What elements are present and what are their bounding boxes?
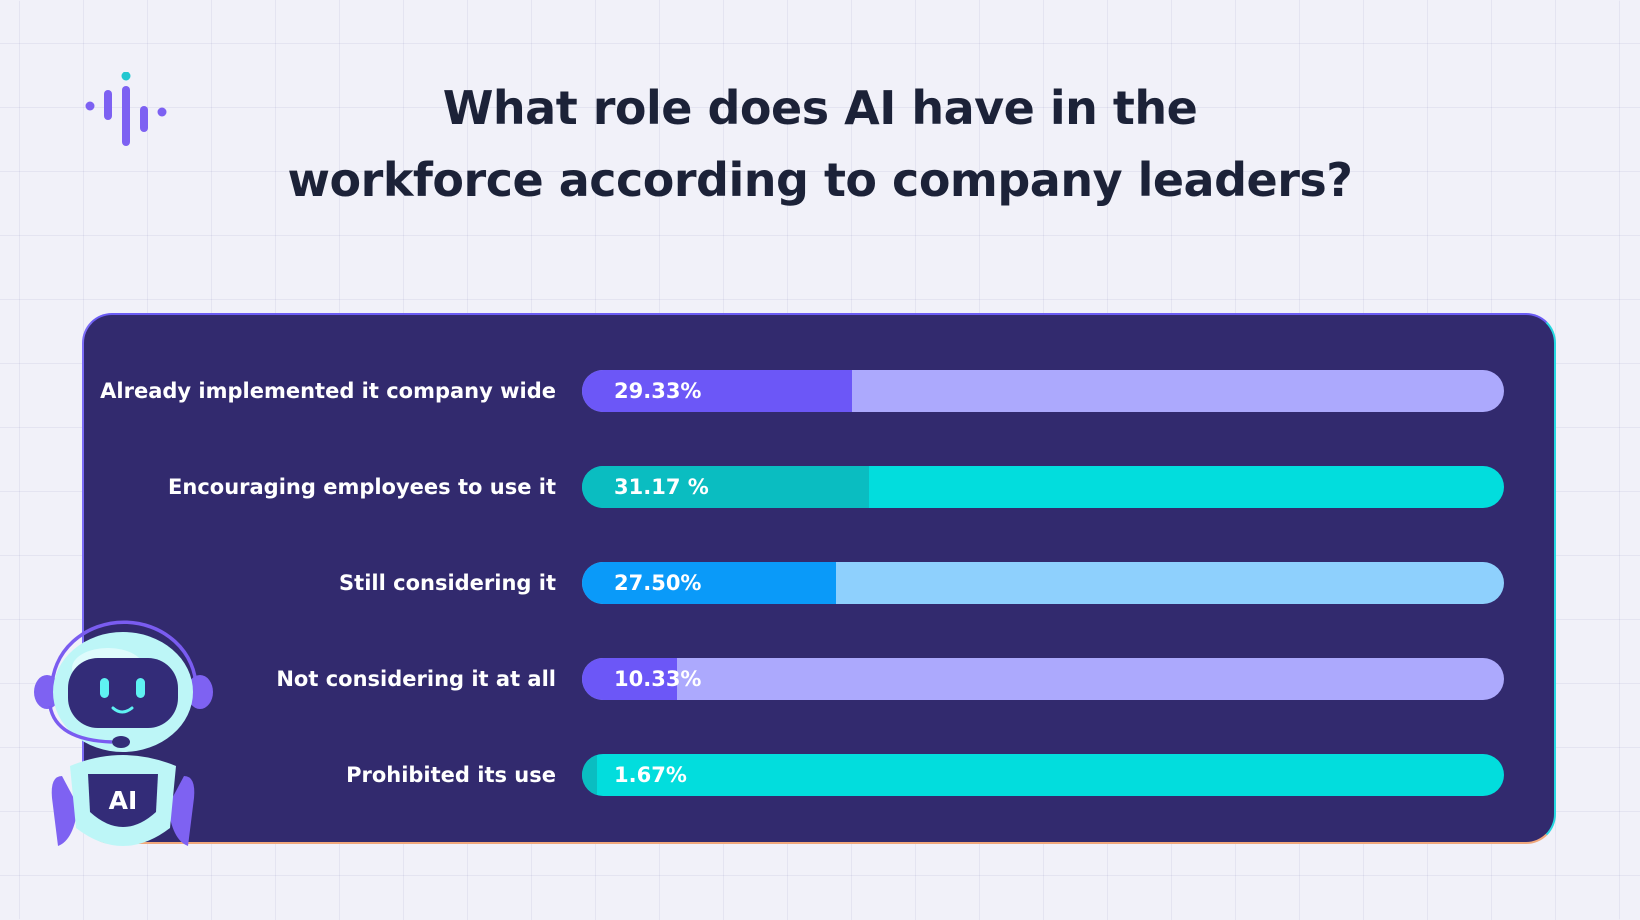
bar-row: Encouraging employees to use it 31.17 % <box>84 466 1558 508</box>
bar-track: 29.33% <box>582 370 1504 412</box>
bar-category-label: Still considering it <box>339 571 556 595</box>
bar-fill <box>582 466 870 508</box>
bar-value-label: 29.33% <box>614 379 702 403</box>
bar-track: 27.50% <box>582 562 1504 604</box>
chart-title-line-1: What role does AI have in the <box>442 81 1198 135</box>
bar-fill <box>582 754 598 796</box>
bar-fill <box>582 370 853 412</box>
sound-wave-logo-icon <box>85 72 167 146</box>
bar-category-label: Encouraging employees to use it <box>168 475 556 499</box>
bar-track: 31.17 % <box>582 466 1504 508</box>
bar-row: Already implemented it company wide 29.33… <box>84 370 1558 412</box>
bar-category-label: Already implemented it company wide <box>100 379 556 403</box>
bar-category-label: Prohibited its use <box>346 763 556 787</box>
bar-track: 10.33% <box>582 658 1504 700</box>
bar-category-label: Not considering it at all <box>276 667 556 691</box>
bar-row: Prohibited its use 1.67% <box>84 754 1558 796</box>
chart-title: What role does AI have in the workforce … <box>260 72 1380 216</box>
bar-value-label: 31.17 % <box>614 475 709 499</box>
bar-fill <box>582 562 836 604</box>
bar-row: Not considering it at all 10.33% <box>84 658 1558 700</box>
bar-value-label: 1.67% <box>614 763 687 787</box>
bar-track: 1.67% <box>582 754 1504 796</box>
chart-title-line-2: workforce according to company leaders? <box>287 153 1353 207</box>
bar-row: Still considering it 27.50% <box>84 562 1558 604</box>
bar-value-label: 27.50% <box>614 571 702 595</box>
bar-fill <box>582 658 678 700</box>
robot-ai-badge-text: AI <box>109 786 138 815</box>
bar-chart-panel: Already implemented it company wide 29.33… <box>82 313 1556 844</box>
bar-value-label: 10.33% <box>614 667 702 691</box>
ai-robot-mascot-icon: AI <box>34 620 213 846</box>
